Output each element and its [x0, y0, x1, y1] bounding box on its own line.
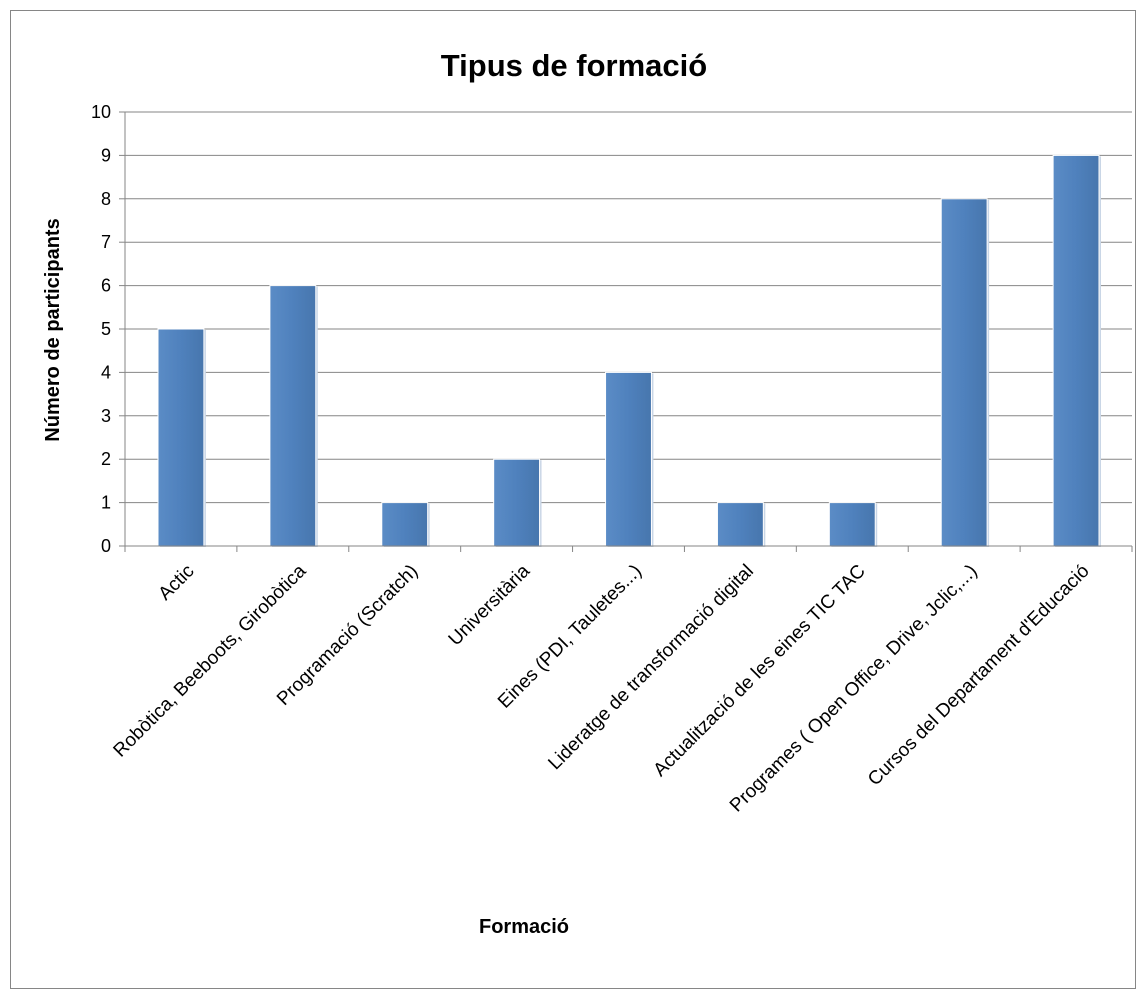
y-tick-label: 7	[101, 232, 111, 252]
x-category-label: Robòtica, Beeboots, Girobòtica	[110, 560, 311, 761]
bar	[493, 458, 541, 547]
bar	[716, 502, 764, 547]
axes	[124, 112, 1133, 552]
bar	[940, 198, 988, 547]
x-category-label: Lideratge de transformació digital	[544, 561, 758, 775]
y-tick-label: 4	[101, 362, 111, 382]
bar	[381, 502, 429, 547]
bar	[157, 328, 205, 547]
x-category-label: Actualització de les eines TIC TAC	[650, 561, 870, 781]
y-tick-label: 9	[101, 145, 111, 165]
x-category-label: Actic	[155, 561, 199, 605]
y-axis-title: Número de participants	[42, 218, 64, 441]
y-tick-label: 3	[101, 406, 111, 426]
bars	[157, 154, 1101, 548]
y-tick-label: 2	[101, 449, 111, 469]
y-tick-label: 1	[101, 493, 111, 513]
bar	[269, 285, 317, 547]
bar	[605, 371, 652, 547]
x-category-label: Programes ( Open Office, Drive, Jclic,..…	[726, 561, 982, 817]
y-tick-label: 10	[91, 102, 111, 122]
x-category-label: Universitària	[445, 560, 535, 650]
y-tick-label: 6	[101, 276, 111, 296]
y-tick-label: 5	[101, 319, 111, 339]
y-tick-label: 0	[101, 536, 111, 556]
bar	[1052, 154, 1100, 547]
chart-title: Tipus de formació	[441, 48, 707, 83]
x-axis-title: Formació	[479, 916, 569, 938]
y-tick-label: 8	[101, 189, 111, 209]
y-tick-labels: 0 1 2 3 4 5 6 7 8 9 10	[91, 102, 111, 556]
bar	[828, 502, 876, 547]
x-category-label: Cursos del Departament d'Educació	[864, 561, 1094, 791]
